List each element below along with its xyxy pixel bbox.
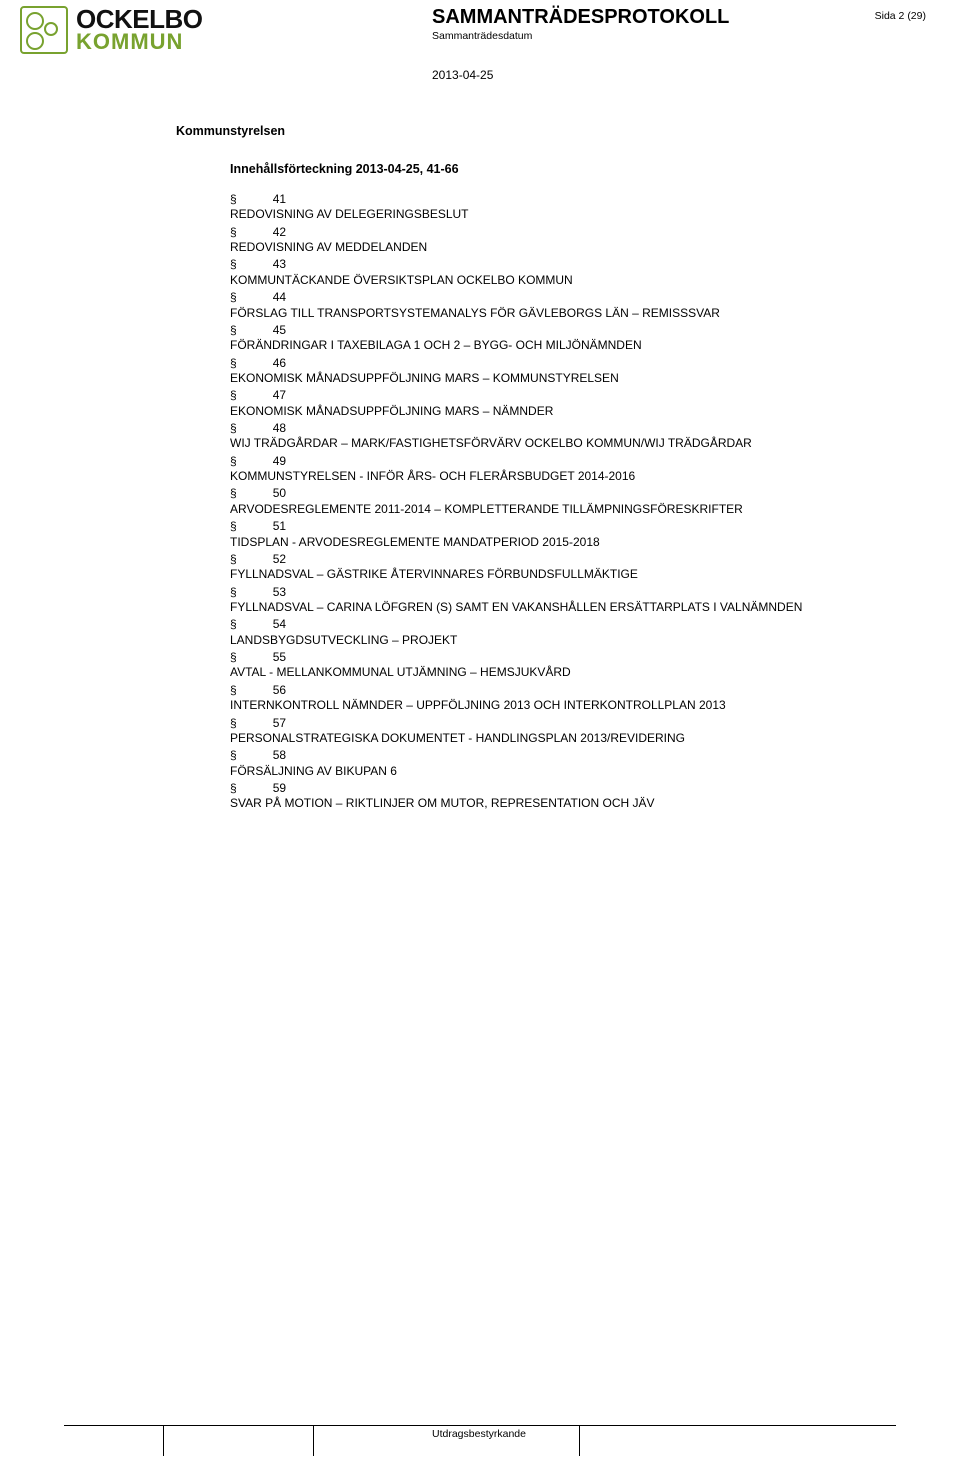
toc-title: Innehållsförteckning 2013-04-25, 41-66 xyxy=(230,162,896,176)
logo-text: OCKELBO KOMMUN xyxy=(76,7,203,53)
footer-cell xyxy=(164,1426,314,1456)
toc-item-text: AVTAL - MELLANKOMMUNAL UTJÄMNING – HEMSJ… xyxy=(230,665,896,680)
toc-item-number: 51 xyxy=(273,519,286,534)
toc-item-number: 56 xyxy=(273,683,286,698)
toc-item-text: FÖRÄNDRINGAR I TAXEBILAGA 1 OCH 2 – BYGG… xyxy=(230,338,896,353)
toc-para-symbol: § xyxy=(230,454,237,468)
toc-para-symbol: § xyxy=(230,486,237,500)
toc-para-symbol: § xyxy=(230,781,237,795)
toc-para-symbol: § xyxy=(230,257,237,271)
logo-mark xyxy=(20,6,68,54)
toc-para-symbol: § xyxy=(230,519,237,533)
toc-item-number: 42 xyxy=(273,225,286,240)
toc-item: § 48WIJ TRÄDGÅRDAR – MARK/FASTIGHETSFÖRVÄ… xyxy=(230,421,896,452)
footer-cell xyxy=(64,1426,164,1456)
toc-item: § 59SVAR PÅ MOTION – RIKTLINJER OM MUTOR,… xyxy=(230,781,896,812)
toc-item: § 53FYLLNADSVAL – CARINA LÖFGREN (S) SAMT… xyxy=(230,585,896,616)
body-column: Kommunstyrelsen Innehållsförteckning 201… xyxy=(176,124,896,814)
toc-item-text: PERSONALSTRATEGISKA DOKUMENTET - HANDLIN… xyxy=(230,731,896,746)
toc-item-text: LANDSBYGDSUTVECKLING – PROJEKT xyxy=(230,633,896,648)
toc-item: § 55AVTAL - MELLANKOMMUNAL UTJÄMNING – HE… xyxy=(230,650,896,681)
logo: OCKELBO KOMMUN xyxy=(20,6,203,54)
toc-item-number: 48 xyxy=(273,421,286,436)
toc-para-symbol: § xyxy=(230,290,237,304)
toc-item-number: 45 xyxy=(273,323,286,338)
doc-title: SAMMANTRÄDESPROTOKOLL xyxy=(432,6,729,29)
toc-list: §41REDOVISNING AV DELEGERINGSBESLUT§42RE… xyxy=(230,192,896,812)
toc-item-number: 44 xyxy=(273,290,286,305)
toc-item-text: KOMMUNSTYRELSEN - INFÖR ÅRS- OCH FLERÅRS… xyxy=(230,469,896,484)
toc-item-number: 57 xyxy=(273,716,286,731)
footer-label: Utdragsbestyrkande xyxy=(432,1428,526,1440)
toc-item-text: SVAR PÅ MOTION – RIKTLINJER OM MUTOR, RE… xyxy=(230,796,896,811)
toc-item: § 50ARVODESREGLEMENTE 2011-2014 – KOMPLET… xyxy=(230,486,896,517)
toc-item: § 52FYLLNADSVAL – GÄSTRIKE ÅTERVINNARES F… xyxy=(230,552,896,583)
toc-para-symbol: § xyxy=(230,650,237,664)
toc-item-text: WIJ TRÄDGÅRDAR – MARK/FASTIGHETSFÖRVÄRV … xyxy=(230,436,896,451)
toc-para-symbol: § xyxy=(230,192,237,206)
footer-cell xyxy=(580,1426,896,1456)
toc-item: § 58FÖRSÄLJNING AV BIKUPAN 6 xyxy=(230,748,896,779)
toc-item-number: 59 xyxy=(273,781,286,796)
toc-item-number: 43 xyxy=(273,257,286,272)
toc-para-symbol: § xyxy=(230,552,237,566)
doc-subtitle: Sammanträdesdatum xyxy=(432,30,532,42)
toc-item-text: KOMMUNTÄCKANDE ÖVERSIKTSPLAN OCKELBO KOM… xyxy=(230,273,896,288)
toc-item-number: 50 xyxy=(273,486,286,501)
toc-item-number: 41 xyxy=(273,192,286,207)
toc-item-number: 53 xyxy=(273,585,286,600)
toc-item: § 54LANDSBYGDSUTVECKLING – PROJEKT xyxy=(230,617,896,648)
toc-item-text: EKONOMISK MÅNADSUPPFÖLJNING MARS – NÄMND… xyxy=(230,404,896,419)
toc-item-number: 46 xyxy=(273,356,286,371)
toc-item-number: 49 xyxy=(273,454,286,469)
toc-para-symbol: § xyxy=(230,421,237,435)
toc-item-number: 52 xyxy=(273,552,286,567)
section-heading: Kommunstyrelsen xyxy=(176,124,896,138)
toc-item-number: 55 xyxy=(273,650,286,665)
toc-item-number: 47 xyxy=(273,388,286,403)
toc-item-text: EKONOMISK MÅNADSUPPFÖLJNING MARS – KOMMU… xyxy=(230,371,896,386)
toc-item: § 46EKONOMISK MÅNADSUPPFÖLJNING MARS – KO… xyxy=(230,356,896,387)
toc-para-symbol: § xyxy=(230,388,237,402)
toc-para-symbol: § xyxy=(230,225,237,239)
page: OCKELBO KOMMUN SAMMANTRÄDESPROTOKOLL Sam… xyxy=(0,0,960,1474)
toc-item: § 45FÖRÄNDRINGAR I TAXEBILAGA 1 OCH 2 – B… xyxy=(230,323,896,354)
toc-para-symbol: § xyxy=(230,716,237,730)
toc-item: § 44FÖRSLAG TILL TRANSPORTSYSTEMANALYS FÖ… xyxy=(230,290,896,321)
toc-item-text: FÖRSÄLJNING AV BIKUPAN 6 xyxy=(230,764,896,779)
toc-item-text: REDOVISNING AV DELEGERINGSBESLUT xyxy=(230,207,896,222)
toc-item: § 42REDOVISNING AV MEDDELANDEN xyxy=(230,225,896,256)
logo-line2: KOMMUN xyxy=(76,32,203,53)
toc-para-symbol: § xyxy=(230,617,237,631)
toc-item: § 43KOMMUNTÄCKANDE ÖVERSIKTSPLAN OCKELBO … xyxy=(230,257,896,288)
toc-para-symbol: § xyxy=(230,585,237,599)
toc-para-symbol: § xyxy=(230,683,237,697)
toc-item-text: ARVODESREGLEMENTE 2011-2014 – KOMPLETTER… xyxy=(230,502,896,517)
toc-item: § 47EKONOMISK MÅNADSUPPFÖLJNING MARS – NÄ… xyxy=(230,388,896,419)
toc-para-symbol: § xyxy=(230,748,237,762)
toc-item: § 49KOMMUNSTYRELSEN - INFÖR ÅRS- OCH FLER… xyxy=(230,454,896,485)
toc-item-number: 54 xyxy=(273,617,286,632)
toc-item-text: FYLLNADSVAL – GÄSTRIKE ÅTERVINNARES FÖRB… xyxy=(230,567,896,582)
toc-item: § 56INTERNKONTROLL NÄMNDER – UPPFÖLJNING … xyxy=(230,683,896,714)
toc-para-symbol: § xyxy=(230,356,237,370)
page-number: Sida 2 (29) xyxy=(875,10,926,22)
toc-item-text: FÖRSLAG TILL TRANSPORTSYSTEMANALYS FÖR G… xyxy=(230,306,896,321)
toc-item-text: TIDSPLAN - ARVODESREGLEMENTE MANDATPERIO… xyxy=(230,535,896,550)
toc-item: § 51TIDSPLAN - ARVODESREGLEMENTE MANDATPE… xyxy=(230,519,896,550)
toc-item-text: FYLLNADSVAL – CARINA LÖFGREN (S) SAMT EN… xyxy=(230,600,896,615)
toc-item-text: REDOVISNING AV MEDDELANDEN xyxy=(230,240,896,255)
toc-item-number: 58 xyxy=(273,748,286,763)
doc-date: 2013-04-25 xyxy=(432,68,493,82)
toc-item: § 41REDOVISNING AV DELEGERINGSBESLUT xyxy=(230,192,896,223)
toc-para-symbol: § xyxy=(230,323,237,337)
toc-item-text: INTERNKONTROLL NÄMNDER – UPPFÖLJNING 201… xyxy=(230,698,896,713)
toc-item: § 57PERSONALSTRATEGISKA DOKUMENTET - HAND… xyxy=(230,716,896,747)
